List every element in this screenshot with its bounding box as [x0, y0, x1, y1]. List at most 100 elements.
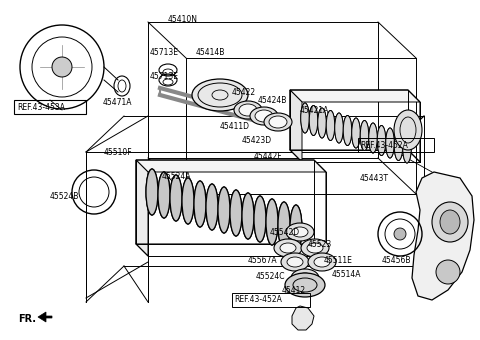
Polygon shape — [38, 312, 52, 322]
Ellipse shape — [158, 172, 170, 218]
Ellipse shape — [206, 184, 218, 230]
Text: 45411D: 45411D — [220, 122, 250, 131]
Ellipse shape — [170, 175, 182, 221]
Text: REF.43-453A: REF.43-453A — [17, 102, 65, 112]
Ellipse shape — [326, 110, 335, 140]
Ellipse shape — [343, 116, 352, 146]
Ellipse shape — [239, 104, 257, 116]
Ellipse shape — [52, 57, 72, 77]
Ellipse shape — [297, 273, 313, 283]
Ellipse shape — [394, 228, 406, 240]
Text: 45524A: 45524A — [162, 172, 192, 181]
Ellipse shape — [291, 269, 319, 287]
Ellipse shape — [182, 178, 194, 224]
Ellipse shape — [254, 196, 266, 242]
Text: 45442F: 45442F — [254, 152, 283, 161]
Text: 45421A: 45421A — [300, 106, 329, 115]
Ellipse shape — [369, 123, 377, 153]
Ellipse shape — [301, 239, 329, 257]
Ellipse shape — [234, 101, 262, 119]
Ellipse shape — [266, 199, 278, 245]
Ellipse shape — [170, 175, 182, 221]
Ellipse shape — [146, 169, 158, 215]
Ellipse shape — [278, 202, 290, 248]
Ellipse shape — [386, 128, 394, 158]
Ellipse shape — [230, 190, 242, 236]
Ellipse shape — [326, 110, 335, 140]
Ellipse shape — [290, 205, 302, 251]
Text: 45510F: 45510F — [104, 148, 132, 157]
Ellipse shape — [286, 223, 314, 241]
Ellipse shape — [360, 120, 369, 151]
Text: 45567A: 45567A — [248, 256, 277, 265]
Text: 45524C: 45524C — [256, 272, 286, 281]
Text: 45412: 45412 — [282, 286, 306, 295]
Text: 45410N: 45410N — [168, 15, 198, 24]
Text: 45422: 45422 — [232, 88, 256, 97]
Ellipse shape — [206, 184, 218, 230]
Ellipse shape — [394, 131, 403, 160]
Ellipse shape — [309, 105, 318, 136]
Text: REF.43-452A: REF.43-452A — [360, 140, 408, 150]
Ellipse shape — [308, 253, 336, 271]
Ellipse shape — [242, 193, 254, 239]
Ellipse shape — [285, 273, 325, 297]
Text: REF.43-452A: REF.43-452A — [234, 295, 282, 305]
Ellipse shape — [287, 257, 303, 267]
Polygon shape — [136, 160, 148, 256]
Ellipse shape — [352, 118, 360, 148]
Ellipse shape — [292, 227, 308, 237]
Ellipse shape — [182, 178, 194, 224]
Ellipse shape — [192, 79, 248, 111]
Ellipse shape — [274, 239, 302, 257]
Ellipse shape — [394, 110, 422, 150]
Ellipse shape — [230, 190, 242, 236]
Ellipse shape — [250, 107, 278, 125]
Ellipse shape — [403, 133, 411, 163]
Ellipse shape — [266, 199, 278, 245]
Ellipse shape — [218, 187, 230, 233]
Ellipse shape — [352, 118, 360, 148]
Ellipse shape — [343, 116, 352, 146]
Ellipse shape — [432, 202, 468, 242]
Ellipse shape — [194, 181, 206, 227]
Ellipse shape — [278, 202, 290, 248]
Ellipse shape — [218, 187, 230, 233]
Polygon shape — [412, 172, 474, 300]
Ellipse shape — [386, 128, 394, 158]
Ellipse shape — [335, 113, 343, 143]
Text: 45423D: 45423D — [242, 136, 272, 145]
Text: 45511E: 45511E — [324, 256, 353, 265]
Ellipse shape — [318, 108, 326, 138]
Text: 45471A: 45471A — [103, 98, 132, 107]
Polygon shape — [136, 160, 326, 172]
Polygon shape — [290, 90, 302, 162]
Text: FR.: FR. — [18, 314, 36, 324]
Ellipse shape — [194, 181, 206, 227]
Polygon shape — [292, 306, 314, 330]
Ellipse shape — [158, 172, 170, 218]
Polygon shape — [290, 90, 420, 102]
Ellipse shape — [301, 103, 309, 133]
Ellipse shape — [290, 205, 302, 251]
Bar — [14, 100, 86, 114]
Ellipse shape — [440, 210, 460, 234]
Text: 45713E: 45713E — [150, 48, 179, 57]
Ellipse shape — [255, 110, 273, 122]
Ellipse shape — [318, 108, 326, 138]
Ellipse shape — [369, 123, 377, 153]
Ellipse shape — [281, 253, 309, 271]
Ellipse shape — [242, 193, 254, 239]
Text: 45424B: 45424B — [258, 96, 288, 105]
Ellipse shape — [314, 257, 330, 267]
Text: 45542D: 45542D — [270, 228, 300, 237]
Ellipse shape — [280, 243, 296, 253]
Ellipse shape — [377, 125, 386, 155]
Text: 45456B: 45456B — [382, 256, 411, 265]
Ellipse shape — [146, 169, 158, 215]
Text: 45713E: 45713E — [150, 72, 179, 81]
Text: 45443T: 45443T — [360, 174, 389, 183]
Ellipse shape — [377, 125, 386, 155]
Ellipse shape — [264, 113, 292, 131]
Ellipse shape — [309, 105, 318, 136]
